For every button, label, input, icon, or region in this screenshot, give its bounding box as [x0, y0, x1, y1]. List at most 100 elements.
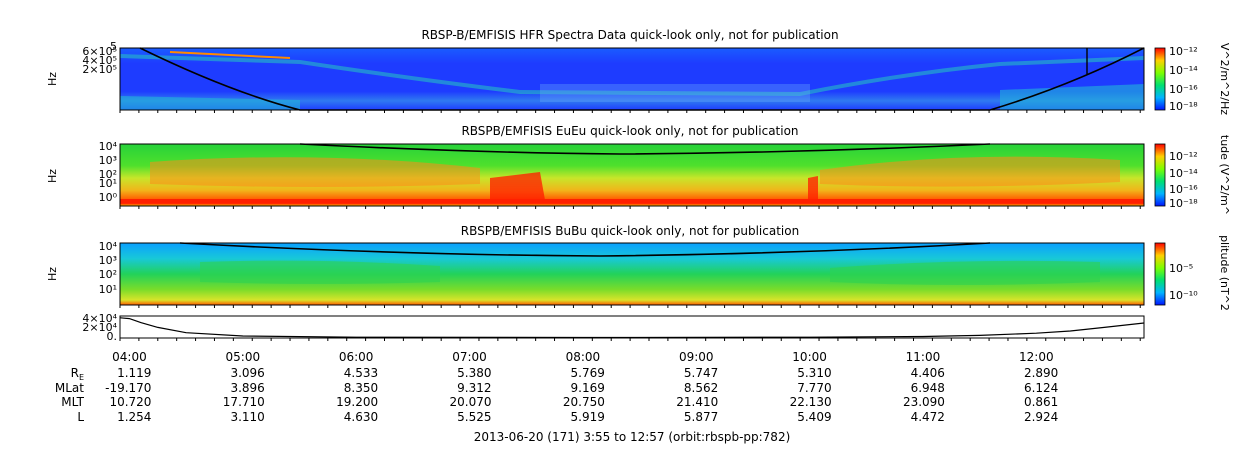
panel-1-cbtick-12: 10⁻¹²: [1169, 45, 1198, 58]
ephemeris-cell: 8.350: [344, 381, 378, 395]
panel-2-red-bursts: [490, 172, 818, 200]
panel-2-title: RBSPB/EMFISIS EuEu quick-look only, not …: [461, 124, 798, 138]
panel-3-ylabel: Hz: [46, 267, 59, 281]
ephemeris-cell: 6.124: [1024, 381, 1058, 395]
panel-2-orange-band-left: [150, 157, 480, 187]
time-tick-label: 06:00: [339, 350, 374, 364]
panel-2-cbtick-14: 10⁻¹⁴: [1169, 167, 1198, 180]
panel-1-yaxis: 5 6×10⁵ 4×10⁵ 2×10⁵: [82, 40, 117, 76]
panel-2-colorbar: 10⁻¹² 10⁻¹⁴ 10⁻¹⁶ 10⁻¹⁸ tude (V^2/m^: [1154, 135, 1231, 215]
panel-3-curve: [179, 242, 991, 257]
panel-4-ytick-4e4: 4×10⁴: [82, 312, 117, 325]
panel-4-frame: [119, 315, 1145, 339]
panel-1-colorbar-gradient: [1154, 47, 1166, 111]
panel-3-spectrogram: [119, 242, 1145, 306]
panel-1-ytick-6e5: 6×10⁵: [82, 45, 117, 58]
panel-1-low-noise: [120, 84, 1144, 110]
ephemeris-cell: 0.861: [1024, 395, 1058, 409]
ephemeris-row-label: MLat: [55, 381, 84, 395]
ephemeris-cell: 4.406: [911, 366, 945, 380]
ephemeris-cell: 22.130: [790, 395, 832, 409]
panel-1-colorbar: 10⁻¹² 10⁻¹⁴ 10⁻¹⁶ 10⁻¹⁸ V^2/m^2/Hz: [1154, 43, 1231, 115]
ephemeris-cell: 2.890: [1024, 366, 1058, 380]
panel-2-spectrogram: [119, 143, 1145, 207]
panel-1-frame: [119, 47, 1145, 111]
panel-3-ytick-1e3: 10³: [99, 254, 117, 267]
panel-3-green-band-left: [200, 260, 440, 284]
panel-2-cbtick-18: 10⁻¹⁸: [1169, 197, 1198, 210]
ephemeris-cell: 4.630: [344, 410, 378, 424]
panel-3-cbtick-5: 10⁻⁵: [1169, 262, 1193, 275]
ephemeris-cell: 5.919: [571, 410, 605, 424]
panel-3-yaxis: 10⁴ 10³ 10² 10¹: [99, 240, 118, 296]
panel-1-hot-line: [169, 51, 291, 59]
panel-1-gap: [540, 84, 810, 102]
panel-3-colorbar-label: plitude (nT^2: [1218, 235, 1231, 311]
ephemeris-cell: 1.254: [117, 410, 151, 424]
ephemeris-cell: 20.750: [563, 395, 605, 409]
panel-2-ytick-1e0: 10⁰: [99, 191, 118, 204]
time-tick-marks: [119, 110, 1141, 341]
panel-2-orange-band-right: [820, 156, 1120, 187]
panel-2-ytick-1e4: 10⁴: [99, 140, 118, 153]
time-tick-label: 05:00: [226, 350, 261, 364]
ephemeris-cell: 9.169: [571, 381, 605, 395]
time-tick-label: 04:00: [112, 350, 147, 364]
panel-1-title: RBSP-B/EMFISIS HFR Spectra Data quick-lo…: [421, 28, 838, 42]
ephemeris-row-label: RE: [71, 366, 84, 382]
panel-1-spectrogram: [119, 47, 1145, 111]
ephemeris-cell: 5.310: [797, 366, 831, 380]
panel-4-yaxis: 4×10⁴ 2×10⁴ 0.: [82, 312, 117, 343]
time-tick-label: 09:00: [679, 350, 714, 364]
panel-3-ytick-1e4: 10⁴: [99, 240, 118, 253]
panel-1-ylabel: Hz: [46, 72, 59, 86]
ephemeris-table: RE 1.119 3.096 4.533 5.380 5.769 5.747 5.310 4.4…: [55, 366, 1058, 424]
panel-1-colorbar-label: V^2/m^2/Hz: [1218, 43, 1231, 115]
panel-3-ytick-1e1: 10¹: [99, 283, 117, 296]
ephemeris-cell: 3.110: [230, 410, 264, 424]
panel-3-frame: [119, 242, 1145, 306]
ephemeris-cell: 3.896: [230, 381, 264, 395]
ephemeris-cell: 5.769: [571, 366, 605, 380]
ephemeris-cell: 8.562: [684, 381, 718, 395]
ephemeris-cell: 5.409: [797, 410, 831, 424]
ephemeris-cell: 21.410: [676, 395, 718, 409]
footer-caption: 2013-06-20 (171) 3:55 to 12:57 (orbit:rb…: [474, 430, 791, 444]
panel-1-ytick-4e5: 4×10⁵: [82, 54, 117, 67]
ephemeris-cell: 20.070: [450, 395, 492, 409]
panel-4-ytick-0: 0.: [107, 330, 118, 343]
time-axis: 04:00 05:00 06:00 07:00 08:00 09:00 10:00 11:00…: [112, 350, 1053, 364]
panel-2-frame: [119, 143, 1145, 207]
ephemeris-cell: 4.533: [344, 366, 378, 380]
panel-3-title: RBSPB/EMFISIS BuBu quick-look only, not …: [461, 224, 799, 238]
ephemeris-cell: -19.170: [105, 381, 151, 395]
panel-4-lineplot: [119, 315, 1145, 339]
panel-2-ylabel: Hz: [46, 169, 59, 183]
time-tick-label: 12:00: [1019, 350, 1054, 364]
ephemeris-cell: 9.312: [457, 381, 491, 395]
panel-3-colorbar: 10⁻⁵ 10⁻¹⁰ plitude (nT^2: [1154, 235, 1231, 311]
panel-1-bright-band: [120, 54, 1144, 96]
panel-2-cbtick-16: 10⁻¹⁶: [1169, 183, 1198, 196]
panel-2-yaxis: 10⁴ 10³ 10² 10¹ 10⁰: [99, 140, 118, 204]
ephemeris-cell: 10.720: [109, 395, 151, 409]
panel-4-series-line: [120, 317, 1145, 339]
ephemeris-row-label: MLT: [61, 395, 84, 409]
panel-2-curve: [299, 143, 991, 155]
panel-1-background: [120, 48, 1144, 110]
panel-1-cbtick-16: 10⁻¹⁶: [1169, 83, 1198, 96]
ephemeris-cell: 5.877: [684, 410, 718, 424]
ephemeris-cell: 5.747: [684, 366, 718, 380]
time-tick-label: 08:00: [566, 350, 601, 364]
panel-2-colorbar-gradient: [1154, 143, 1166, 207]
ephemeris-cell: 4.472: [911, 410, 945, 424]
panel-2-ytick-1e2: 10²: [99, 168, 117, 181]
ephemeris-cell: 1.119: [117, 366, 151, 380]
panel-1-cbtick-18: 10⁻¹⁸: [1169, 100, 1198, 113]
panel-1-ytick-2e5: 2×10⁵: [82, 63, 117, 76]
panel-3-cbtick-10: 10⁻¹⁰: [1169, 289, 1198, 302]
panel-2-colorbar-label: tude (V^2/m^: [1218, 135, 1231, 215]
panel-4-ytick-2e4: 2×10⁴: [82, 321, 117, 334]
ephemeris-cell: 5.380: [457, 366, 491, 380]
